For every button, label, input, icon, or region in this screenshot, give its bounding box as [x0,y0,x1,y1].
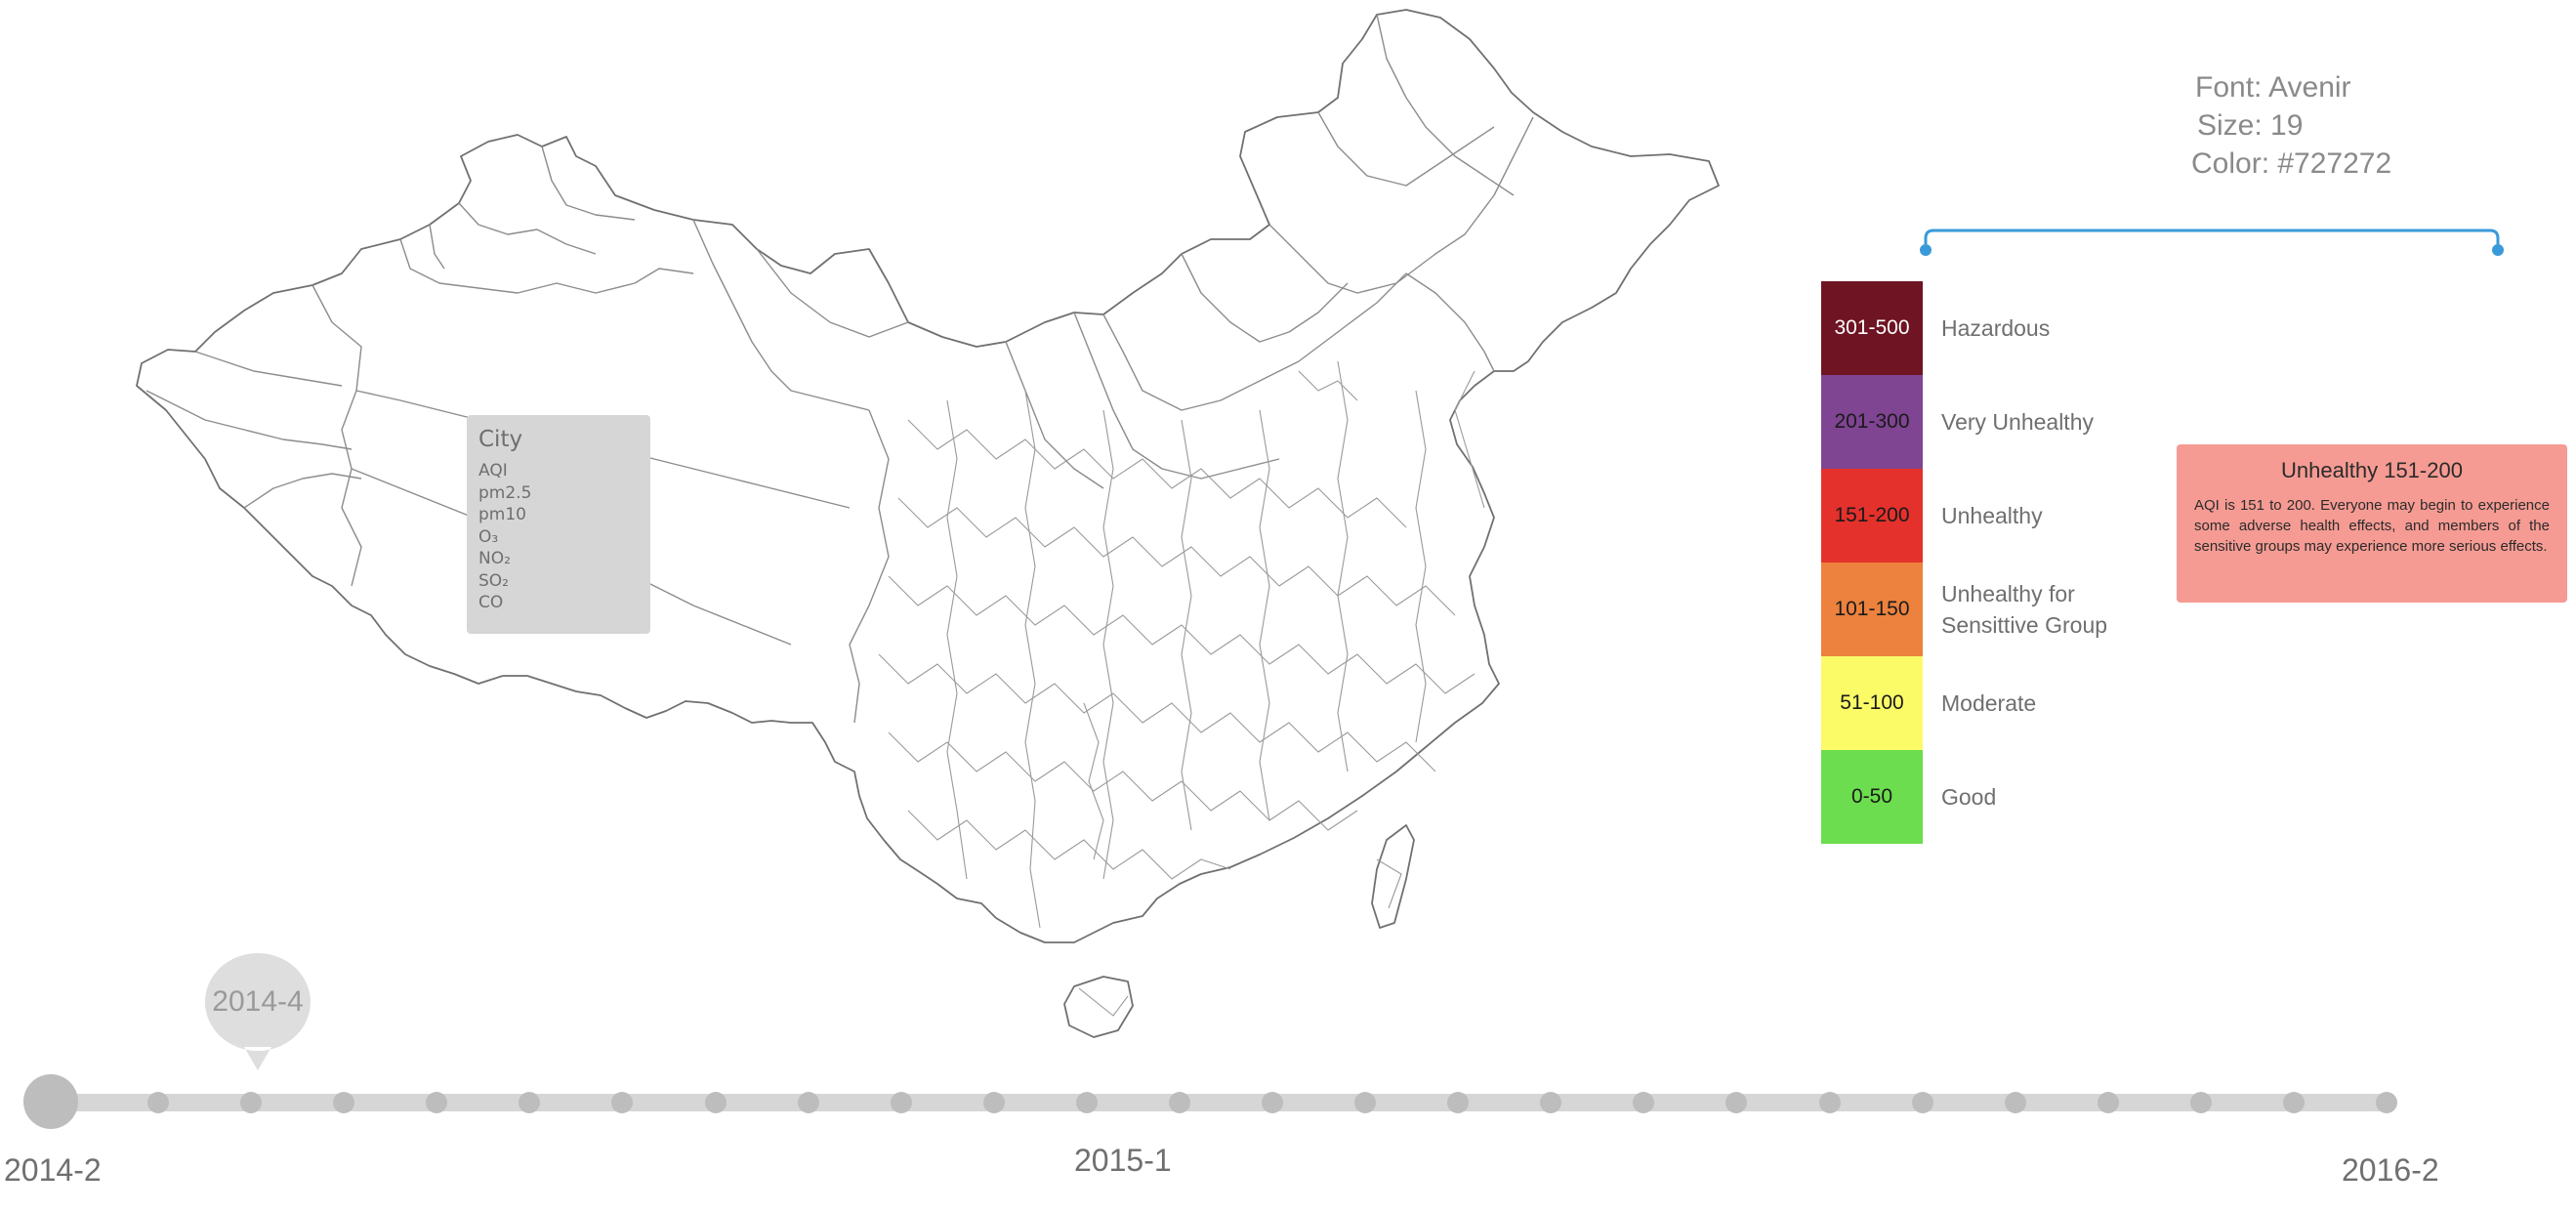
tooltip-row-so2: SO₂ [478,570,509,591]
china-map[interactable] [107,0,1767,1055]
timeline-tick[interactable] [519,1092,541,1113]
legend-item-unhealthy[interactable]: 151-200 Unhealthy [1821,469,2143,563]
aqi-info-card: Unhealthy 151-200 AQI is 151 to 200. Eve… [2177,444,2567,603]
timeline-tick[interactable] [1633,1092,1655,1113]
timeline-tick[interactable] [982,1092,1005,1113]
legend-label: Unhealthy for Sensittive Group [1941,581,2108,638]
timeline-track[interactable] [49,1094,2388,1111]
legend-item-moderate[interactable]: 51-100 Moderate [1821,656,2143,750]
city-tooltip: City AQI pm2.5 pm10 O₃ NO₂ SO₂ CO [467,415,650,634]
timeline-tick[interactable] [1168,1092,1190,1113]
tooltip-row-co: CO [478,593,504,612]
timeline-tick[interactable] [147,1092,169,1113]
legend-label: Unhealthy [1941,503,2043,528]
timeline-tick[interactable] [240,1092,263,1113]
font-size-text: Size: 19 [2197,109,2304,142]
timeline-tick[interactable] [2376,1092,2397,1113]
timeline-tick[interactable] [333,1092,355,1113]
legend-label: Very Unhealthy [1941,409,2094,435]
timeline-end-label: 2016-2 [2342,1152,2439,1188]
legend-label: Good [1941,784,1997,810]
timeline-tick[interactable] [1911,1092,1933,1113]
country-outline [136,9,1720,943]
timeline-tick[interactable] [1354,1092,1377,1113]
timeline-tick[interactable] [704,1092,727,1113]
font-spec-annotation: Font: Avenir Size: 19 Color: #727272 [2191,68,2391,183]
current-date-text: 2014-4 [212,985,304,1018]
timeline-tick[interactable] [2097,1092,2119,1113]
legend-swatch[interactable]: 51-100 [1821,656,1923,750]
timeline-tick[interactable] [1262,1092,1283,1113]
info-card-title: Unhealthy 151-200 [2281,458,2463,482]
legend-label: Hazardous [1941,315,2051,341]
timeline-tick[interactable] [611,1092,634,1113]
legend-swatch[interactable]: 301-500 [1821,281,1923,375]
timeline-tick[interactable] [2189,1092,2212,1113]
legend-swatch[interactable]: 0-50 [1821,750,1923,844]
timeline-tick[interactable] [2282,1092,2305,1113]
bubble-shape [204,953,311,1070]
legend-item-good[interactable]: 0-50 Good [1821,750,2143,844]
tooltip-row-aqi: AQI [478,461,508,480]
legend-item-very-unhealthy[interactable]: 201-300 Very Unhealthy [1821,375,2143,469]
hainan-island [1063,976,1134,1038]
timeline-tick[interactable] [1447,1092,1470,1113]
info-card-body: AQI is 151 to 200. Everyone may begin to… [2194,497,2550,555]
tooltip-row-pm10: pm10 [478,505,526,524]
legend-item-hazardous[interactable]: 301-500 Hazardous [1821,281,2143,375]
current-date-bubble: 2014-4 [195,953,320,1078]
legend-swatch[interactable]: 201-300 [1821,375,1923,469]
prefecture-boundaries [878,360,1485,1017]
timeline-start-label: 2014-2 [4,1152,102,1188]
legend-swatch[interactable]: 101-150 [1821,563,1923,656]
legend-item-sensitive-group[interactable]: 101-150 Unhealthy for Sensittive Group [1821,563,2143,656]
aqi-legend: 301-500 Hazardous 201-300 Very Unhealthy… [1821,281,2143,844]
font-name-text: Font: Avenir [2195,71,2351,104]
timeline-tick[interactable] [890,1092,912,1113]
timeline-middle-label: 2015-1 [1074,1143,1172,1178]
tooltip-row-pm25: pm2.5 [478,482,532,503]
timeline-tick[interactable] [426,1092,448,1113]
timeline-tick[interactable] [1075,1092,1098,1113]
timeline-slider[interactable]: 2014-2 2015-1 2016-2 [0,1055,2576,1211]
timeline-tick[interactable] [1818,1092,1841,1113]
timeline-handle[interactable] [23,1074,78,1129]
tooltip-row-o3: O₃ [478,526,499,547]
timeline-tick[interactable] [2004,1092,2026,1113]
tooltip-title: City [478,427,523,452]
timeline-tick[interactable] [1540,1092,1562,1113]
legend-label: Moderate [1941,690,2037,716]
annotation-bracket [1920,229,2504,256]
timeline-tick[interactable] [797,1092,819,1113]
legend-swatch[interactable]: 151-200 [1821,469,1923,563]
font-color-text: Color: #727272 [2191,147,2392,180]
taiwan-island [1371,824,1415,929]
timeline-tick[interactable] [1725,1092,1748,1113]
tooltip-row-no2: NO₂ [478,549,511,568]
